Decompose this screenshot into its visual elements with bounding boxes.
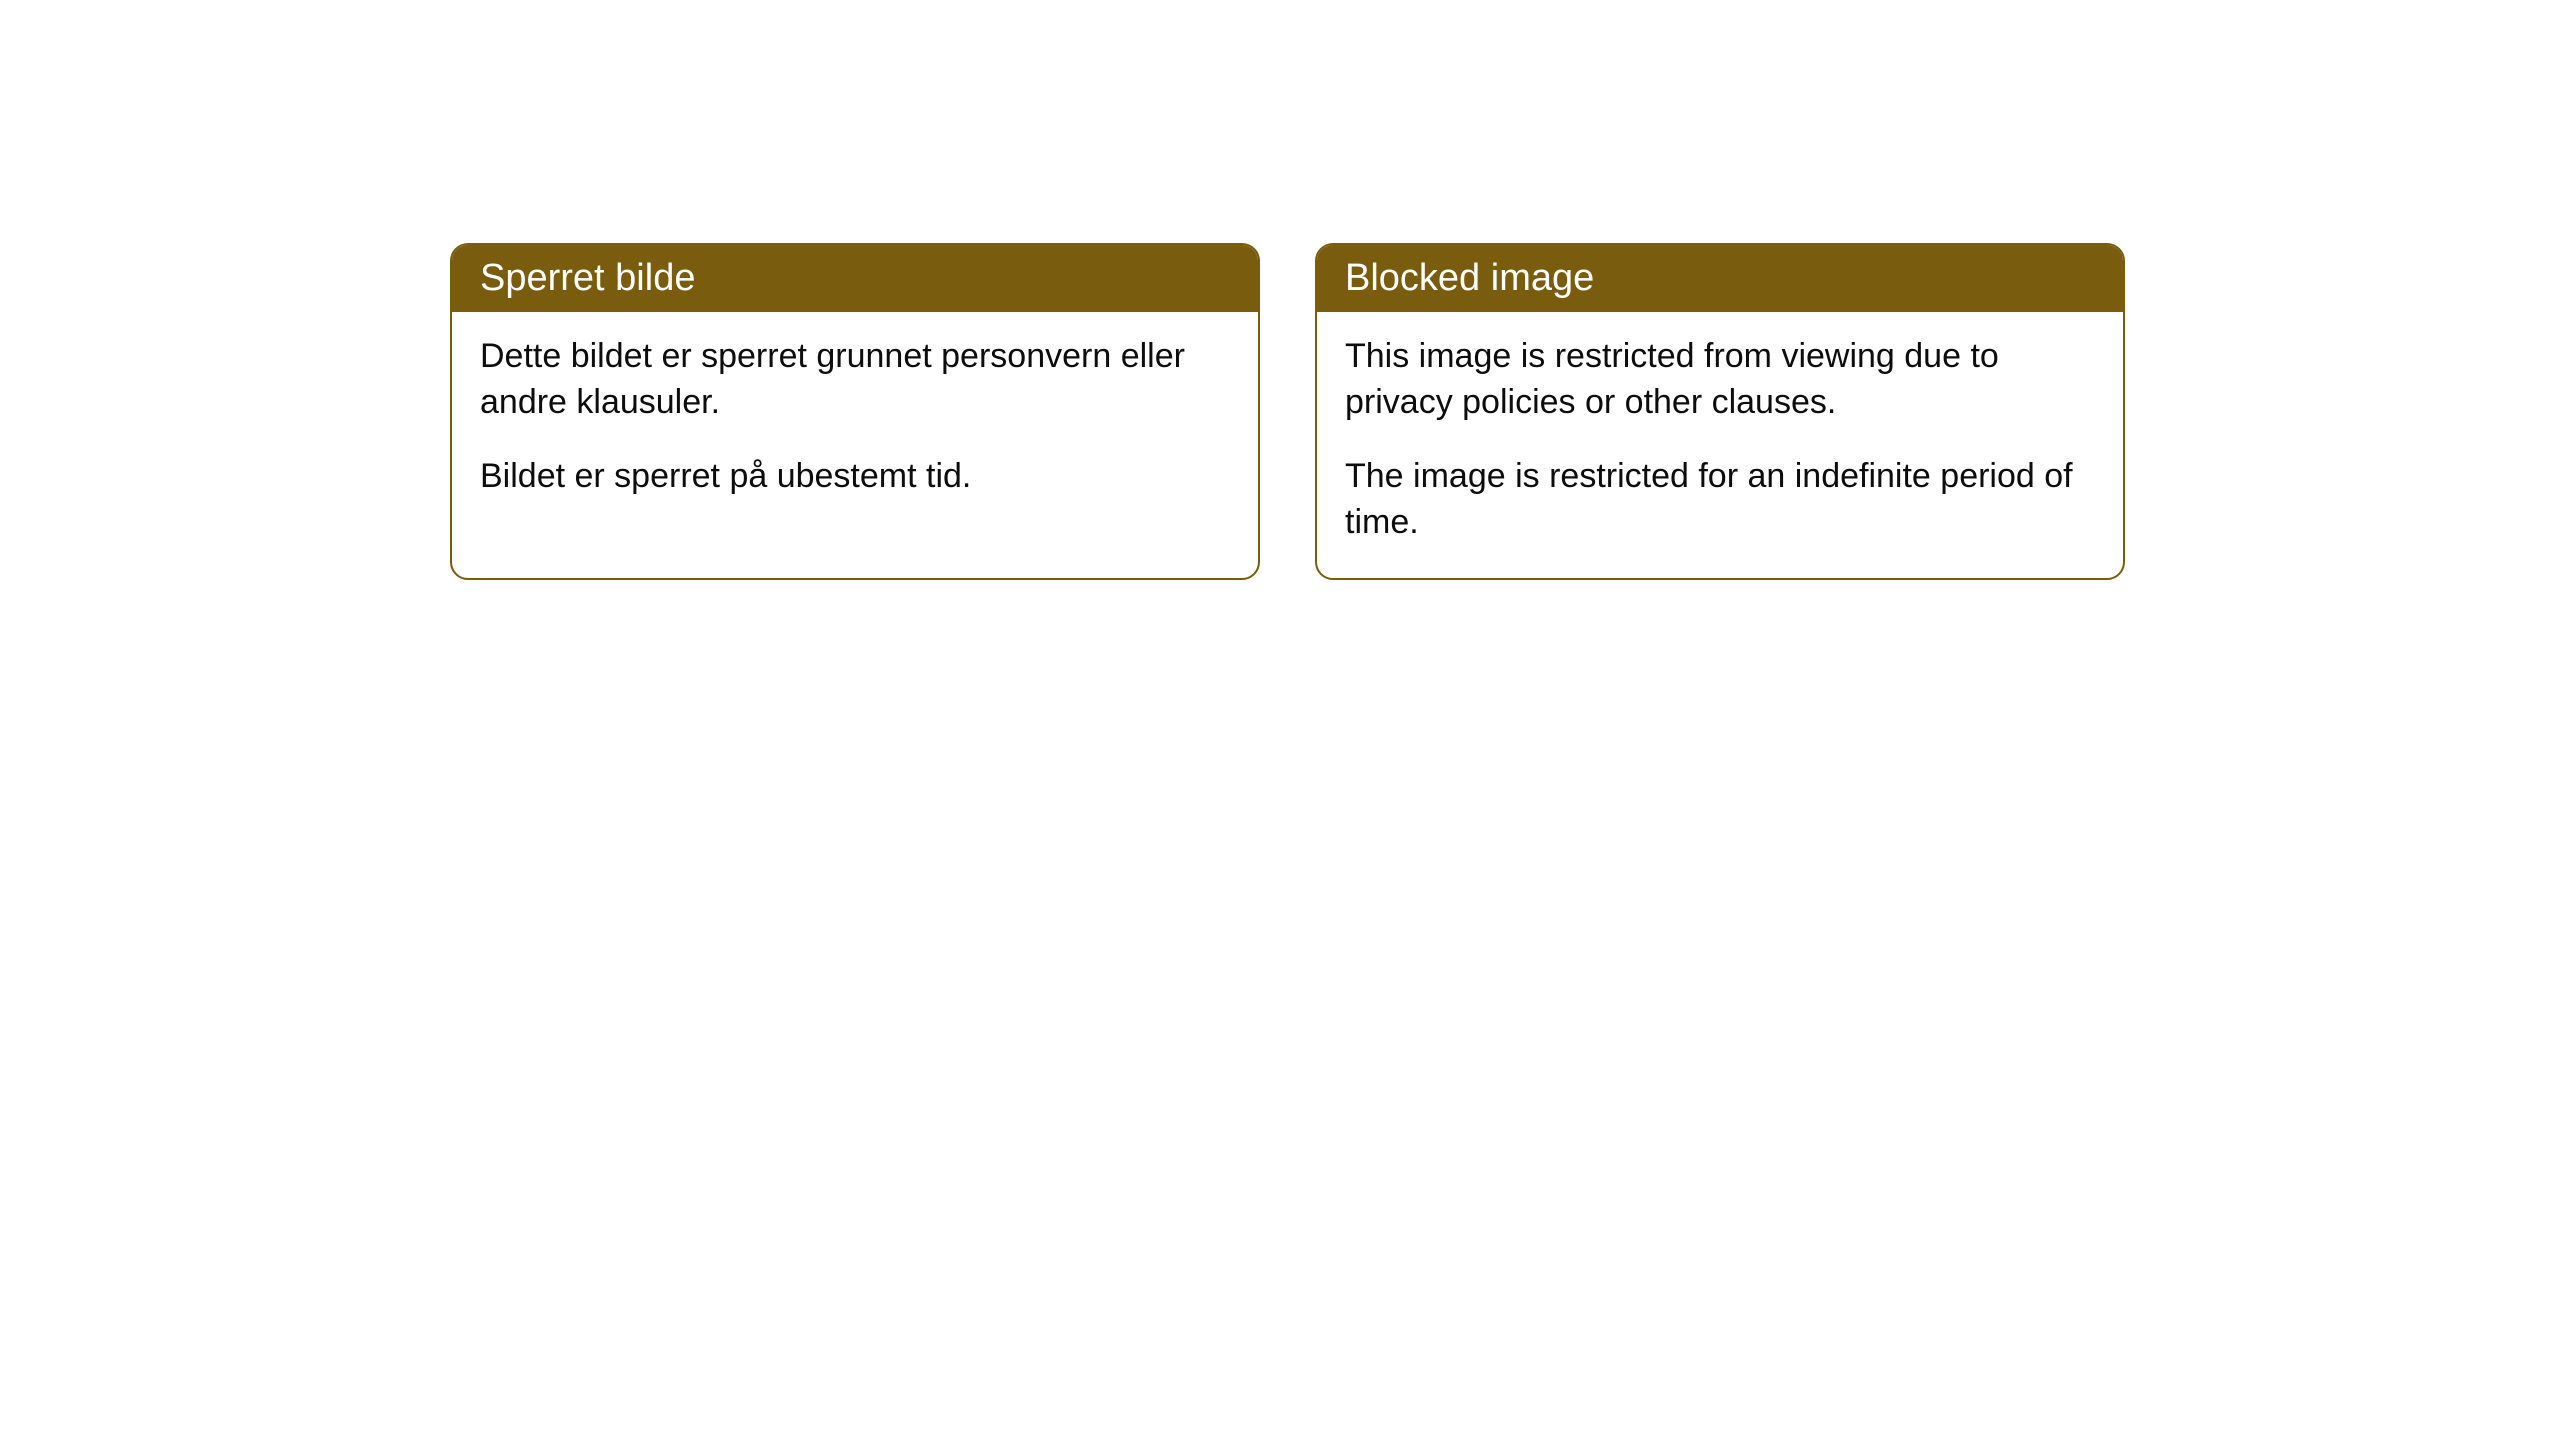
notice-paragraph: Bildet er sperret på ubestemt tid. bbox=[480, 454, 1230, 500]
notice-card-english: Blocked image This image is restricted f… bbox=[1315, 243, 2125, 580]
notice-title: Blocked image bbox=[1345, 257, 1594, 299]
notice-header: Sperret bilde bbox=[452, 245, 1258, 312]
notice-title: Sperret bilde bbox=[480, 257, 695, 299]
notice-body: This image is restricted from viewing du… bbox=[1317, 312, 2123, 578]
notice-paragraph: Dette bildet er sperret grunnet personve… bbox=[480, 334, 1230, 426]
notice-paragraph: The image is restricted for an indefinit… bbox=[1345, 454, 2095, 546]
notice-card-norwegian: Sperret bilde Dette bildet er sperret gr… bbox=[450, 243, 1260, 580]
notice-header: Blocked image bbox=[1317, 245, 2123, 312]
notice-container: Sperret bilde Dette bildet er sperret gr… bbox=[0, 0, 2560, 580]
notice-body: Dette bildet er sperret grunnet personve… bbox=[452, 312, 1258, 532]
notice-paragraph: This image is restricted from viewing du… bbox=[1345, 334, 2095, 426]
